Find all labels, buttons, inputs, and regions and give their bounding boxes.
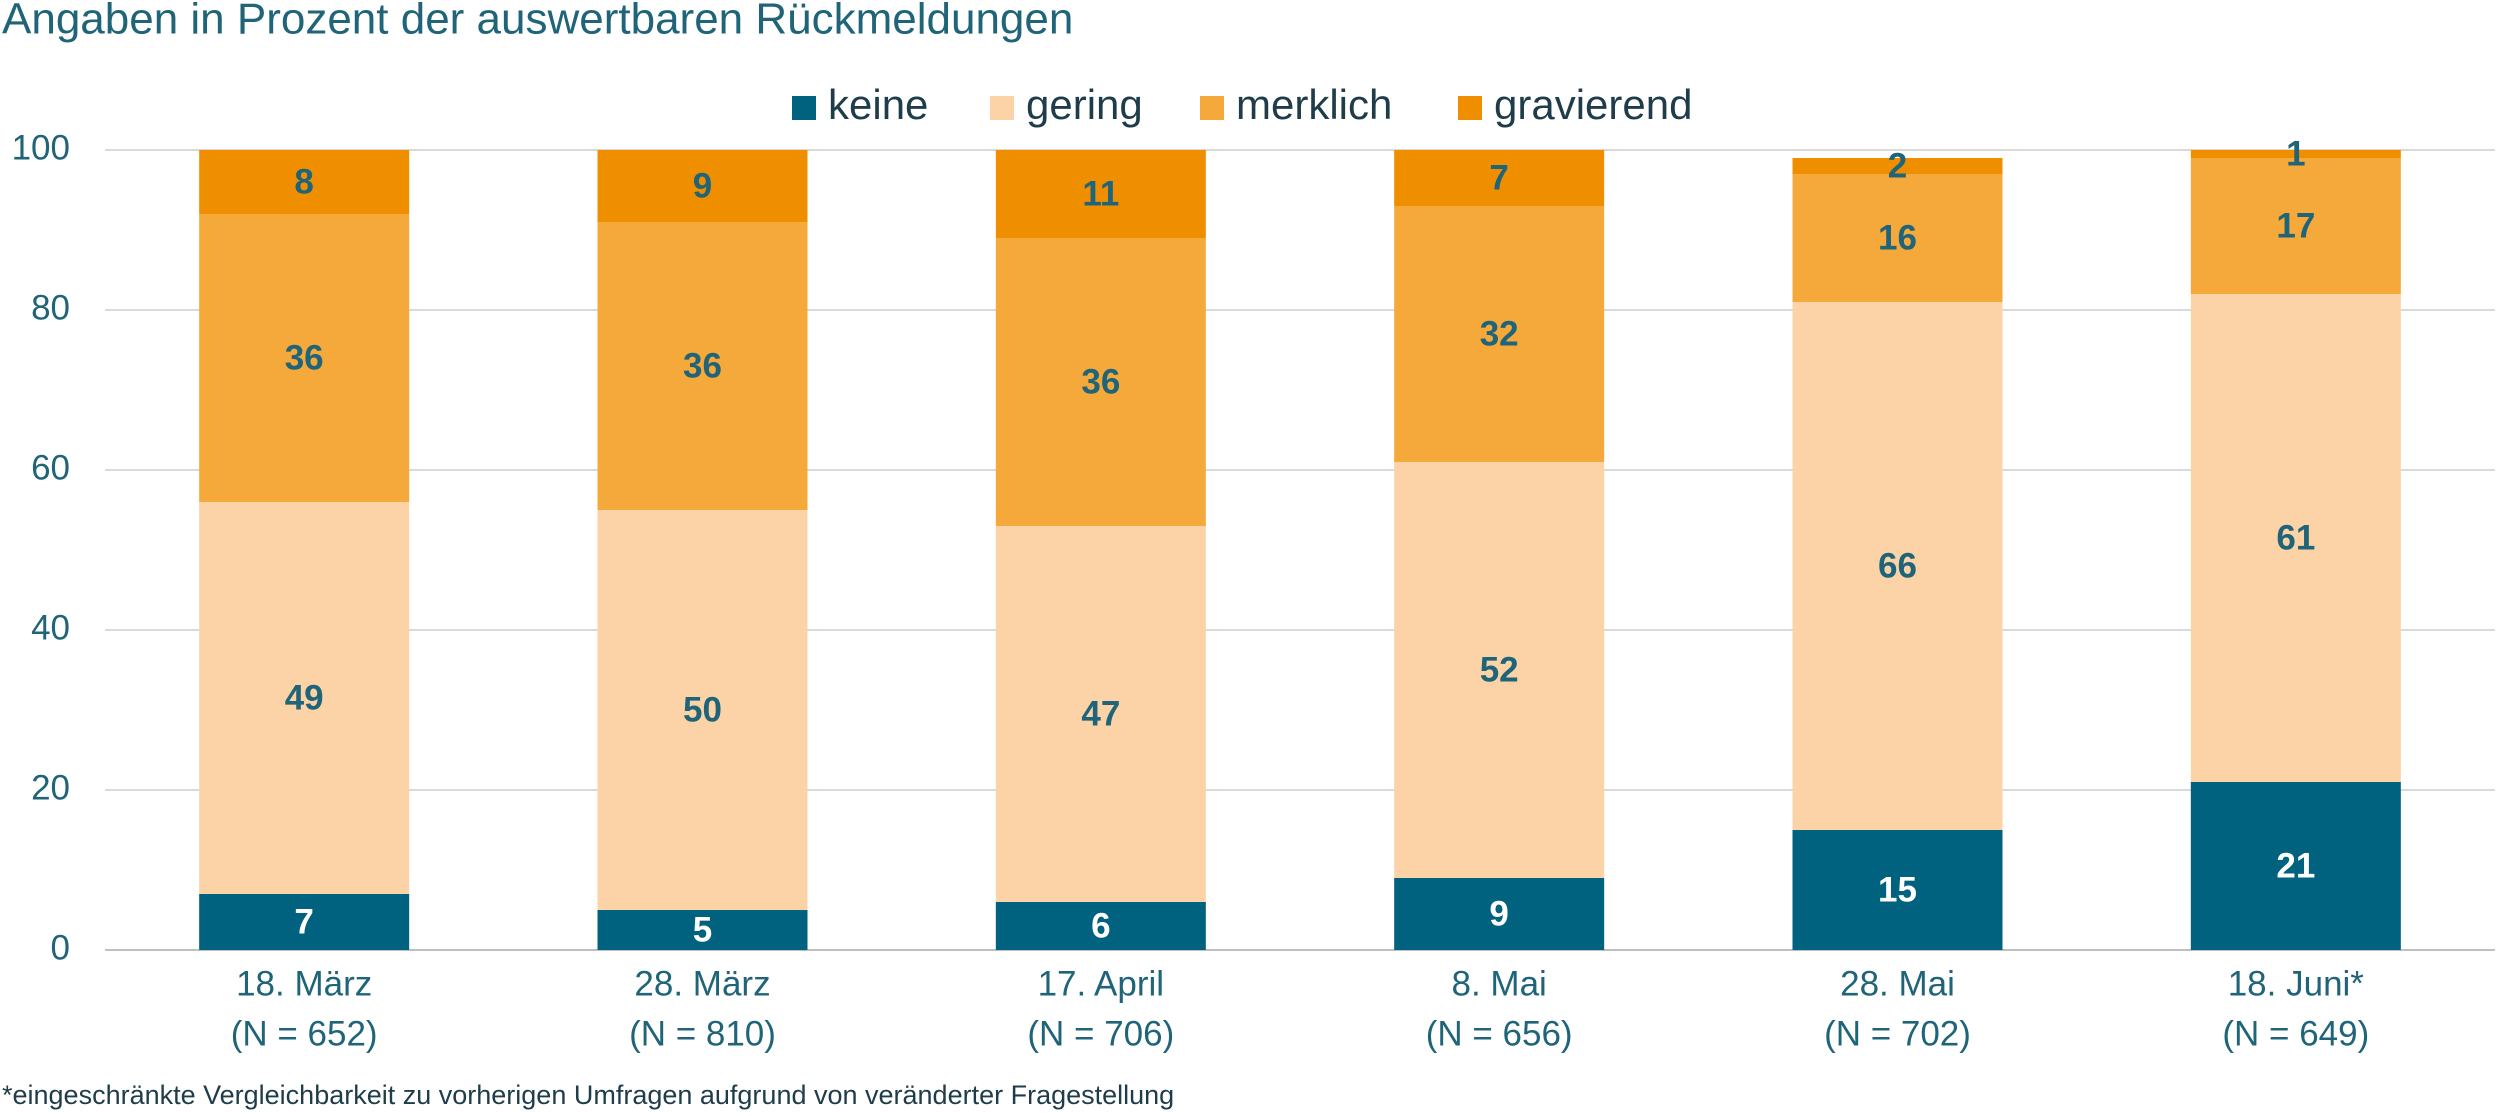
bar-segment (597, 910, 808, 950)
value-label: 2 (1888, 146, 1907, 185)
bar-segment (199, 214, 410, 502)
value-label: 36 (1081, 362, 1120, 401)
legend-marker (1200, 96, 1224, 120)
bar-segment (1394, 878, 1605, 950)
value-label: 8 (294, 162, 313, 201)
value-label: 7 (294, 902, 313, 941)
legend-marker (990, 96, 1014, 120)
legend-marker (792, 96, 816, 120)
bar-segment (1792, 174, 2003, 302)
x-tick-label: 8. Mai (1452, 964, 1547, 1003)
legend-label: keine (828, 81, 928, 128)
bar-segment (597, 222, 808, 510)
bar-segment (2190, 294, 2401, 782)
x-tick-note: (N = 810) (629, 1014, 776, 1053)
bar-segment (1792, 158, 2003, 174)
bar-segment (2190, 150, 2401, 158)
value-label: 1 (2286, 134, 2305, 173)
value-label: 11 (1082, 174, 1119, 213)
x-tick-note: (N = 649) (2222, 1014, 2369, 1053)
value-label: 16 (1878, 218, 1917, 257)
bar-segment (597, 150, 808, 222)
bar-segment (1394, 206, 1605, 462)
bar-segment (1792, 830, 2003, 950)
y-tick-label: 20 (31, 768, 70, 807)
bar-segment (1394, 150, 1605, 206)
value-label: 52 (1480, 650, 1519, 689)
y-tick-label: 80 (31, 288, 70, 327)
x-tick-note: (N = 706) (1027, 1014, 1174, 1053)
value-label: 50 (683, 690, 722, 729)
footnote: *eingeschränkte Vergleichbarkeit zu vorh… (2, 1080, 1174, 1110)
value-label: 36 (285, 338, 324, 377)
bar-segment (597, 510, 808, 910)
bar-segment (995, 150, 1206, 238)
x-tick-label: 28. März (634, 964, 770, 1003)
bar-segment (1792, 302, 2003, 830)
legend-label: gering (1026, 81, 1143, 128)
bar-segment (2190, 782, 2401, 950)
value-label: 15 (1878, 870, 1917, 909)
value-label: 21 (2276, 846, 2315, 885)
bar-segment (199, 150, 410, 214)
value-label: 7 (1489, 158, 1508, 197)
x-tick-label: 18. März (236, 964, 372, 1003)
value-label: 17 (2276, 206, 2315, 245)
x-tick-note: (N = 702) (1824, 1014, 1971, 1053)
bar-segment (995, 526, 1206, 902)
y-tick-label: 40 (31, 608, 70, 647)
x-tick-note: (N = 656) (1426, 1014, 1573, 1053)
value-label: 47 (1081, 694, 1120, 733)
value-label: 9 (1489, 894, 1508, 933)
bar-segment (199, 502, 410, 894)
bar-segment (2190, 158, 2401, 294)
value-label: 61 (2276, 518, 2315, 557)
y-tick-label: 100 (12, 128, 70, 167)
value-label: 6 (1091, 906, 1110, 945)
bar-segment (995, 238, 1206, 526)
value-label: 49 (285, 678, 324, 717)
x-tick-label: 18. Juni* (2228, 964, 2365, 1003)
legend-marker (1458, 96, 1482, 120)
x-tick-label: 28. Mai (1840, 964, 1955, 1003)
x-tick-note: (N = 652) (231, 1014, 378, 1053)
value-label: 66 (1878, 546, 1917, 585)
chart-title: Angaben in Prozent der auswertbaren Rück… (2, 0, 1073, 44)
bar-segment (995, 902, 1206, 950)
legend-label: merklich (1236, 81, 1392, 128)
y-tick-label: 0 (51, 928, 70, 967)
x-tick-label: 17. April (1038, 964, 1164, 1003)
y-tick-label: 60 (31, 448, 70, 487)
value-label: 9 (693, 166, 712, 205)
value-label: 32 (1480, 314, 1519, 353)
value-label: 5 (693, 910, 712, 949)
bar-segment (199, 894, 410, 950)
bar-segment (1394, 462, 1605, 878)
value-label: 36 (683, 346, 722, 385)
legend-label: gravierend (1494, 81, 1692, 128)
